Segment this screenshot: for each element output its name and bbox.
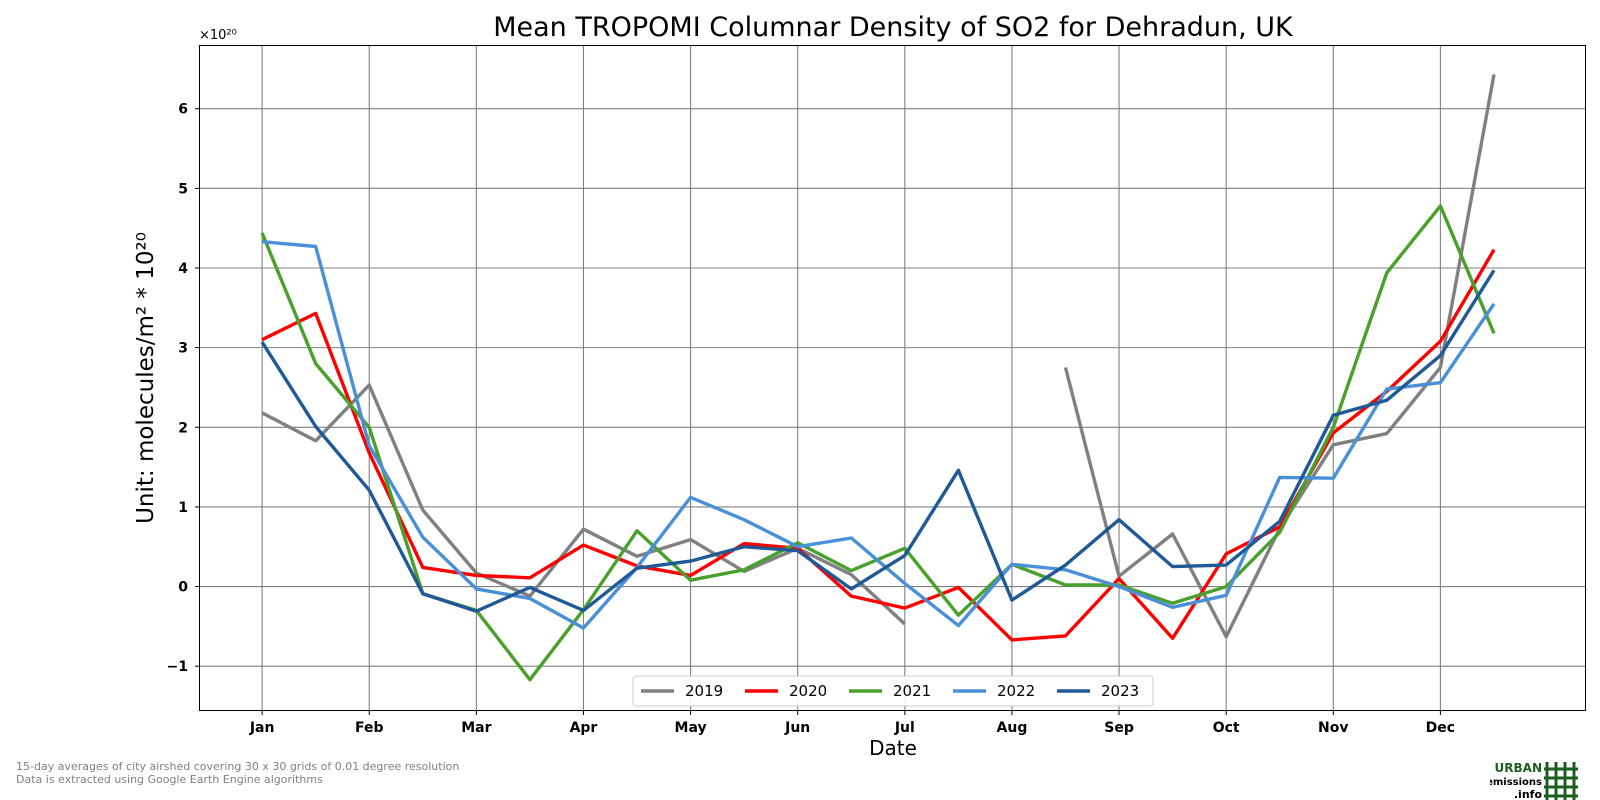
y-tick-label: 0 [178,580,188,596]
series-line-2022 [261,240,1496,630]
y-tick-label: 6 [178,102,188,118]
y-tick-label: 5 [178,181,188,197]
x-tick-label: Apr [570,720,598,736]
x-tick-label: Feb [355,720,384,736]
series-line-2023 [260,269,1496,613]
x-tick-label: Sep [1104,720,1134,736]
legend-label-2020: 2020 [789,682,827,700]
series-line-2021 [260,204,1496,682]
urban-emissions-logo: URBAN emissions .info [1490,761,1578,800]
legend-label-2022: 2022 [997,682,1035,700]
series-2022 [261,240,1496,630]
x-axis-label: Date [869,736,917,760]
grid-lines [200,45,1585,710]
series-2023 [260,269,1496,613]
x-tick-label: Oct [1213,720,1240,736]
x-tick-label: May [675,720,707,736]
y-tick-label: 1 [178,500,188,516]
y-tick-label: 2 [178,420,188,436]
y-axis-ticks: −1 0 1 2 3 4 5 6 [167,102,200,675]
legend-label-2021: 2021 [893,682,931,700]
series-2020 [261,248,1496,642]
x-tick-label: Dec [1426,720,1455,736]
logo-text-info: .info [1514,788,1543,800]
x-tick-label: Jan [249,720,275,736]
chart-title: Mean TROPOMI Columnar Density of SO2 for… [493,12,1294,43]
series-line-2020 [261,248,1496,642]
chart: Mean TROPOMI Columnar Density of SO2 for… [133,12,1586,760]
y-tick-label: 3 [178,341,188,357]
x-tick-label: Nov [1318,720,1348,736]
legend-box [632,675,1154,707]
y-axis-multiplier: ×10²⁰ [199,28,237,43]
x-tick-label: Mar [461,720,491,736]
footnote-line-1: 15-day averages of city airshed covering… [16,760,460,773]
series-lines [260,74,1496,682]
logo-text-emissions: emissions [1490,777,1542,788]
plot-frame [199,45,1586,711]
legend-label-2023: 2023 [1101,682,1139,700]
series-2019 [261,74,1496,639]
y-tick-label: 4 [178,261,188,277]
legend-label-2019: 2019 [685,682,723,700]
footnote-line-2: Data is extracted using Google Earth Eng… [16,773,323,786]
x-tick-label: Jul [894,720,915,736]
y-axis-label: Unit: molecules/m² * 10²⁰ [133,232,159,524]
logo-text-urban: URBAN [1495,761,1542,775]
series-2021 [260,204,1496,682]
x-tick-label: Jun [784,720,810,736]
x-axis-ticks: Jan Feb Mar Apr May Jun Jul Aug Sep Oct Nov Dec [249,710,1455,736]
y-tick-label: −1 [167,659,188,675]
series-line-2019 [1063,74,1496,639]
grid-logo-icon [1544,762,1578,800]
legend: 2019 2020 2021 2022 2023 [632,675,1154,707]
x-tick-label: Aug [997,720,1028,736]
